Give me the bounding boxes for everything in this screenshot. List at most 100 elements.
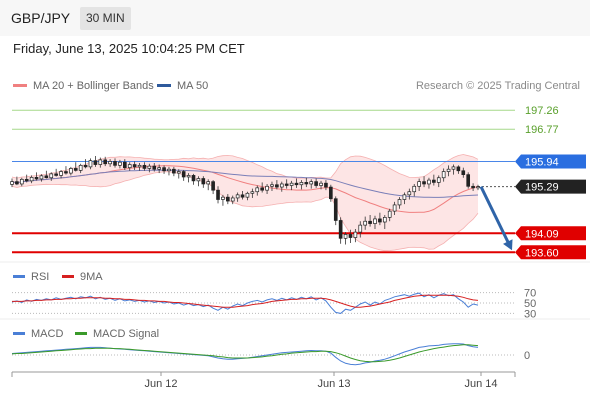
candle-body: [471, 185, 475, 189]
candle-body: [417, 181, 421, 187]
candle-body: [221, 196, 225, 200]
candle-body: [73, 168, 78, 171]
candle-body: [387, 210, 392, 218]
candle-body: [34, 177, 39, 180]
rsi-9ma-swatch: [62, 274, 74, 278]
legend-ma20-bollinger: MA 20 + Bollinger Bands: [13, 80, 154, 92]
candle-body: [132, 164, 137, 168]
candle-body: [373, 218, 377, 224]
candle-body: [113, 161, 117, 166]
forecast-arrow-line: [479, 186, 510, 243]
candle-body: [299, 182, 304, 186]
legend-rsi: RSI: [13, 271, 49, 283]
candle-body: [157, 167, 161, 170]
candle-body: [122, 161, 127, 169]
candle-body: [343, 234, 348, 239]
forecast-arrow-head: [503, 239, 513, 251]
legend-macd: MACD: [13, 328, 63, 340]
x-tick-label-jun-13: Jun 13: [317, 378, 350, 390]
candle-body: [147, 165, 152, 169]
rsi-level-label-50: 50: [524, 298, 536, 310]
candle-body: [407, 191, 412, 196]
candle-body: [167, 168, 171, 172]
candle-body: [260, 187, 264, 191]
candle-body: [142, 164, 147, 169]
candle-body: [368, 220, 372, 224]
candle-body: [378, 218, 382, 223]
candle-body: [240, 194, 245, 198]
macd-series-macd-signal: [11, 344, 479, 363]
legend-ma50: MA 50: [157, 80, 208, 92]
level-194-09-label: 194.09: [525, 228, 559, 240]
level-195-29-label: 195.29: [525, 182, 559, 194]
candle-body: [427, 179, 431, 185]
candle-body: [191, 175, 196, 182]
candle-body: [137, 164, 142, 168]
symbol-title: GBP/JPY: [11, 10, 71, 26]
candle-body: [19, 178, 24, 185]
candle-body: [441, 171, 446, 179]
rsi-swatch: [13, 274, 25, 278]
candle-body: [338, 220, 343, 239]
macd-signal-swatch: [75, 331, 87, 335]
candle-body: [118, 161, 122, 166]
macd-legend-label: MACD: [31, 328, 64, 340]
candle-body: [294, 182, 299, 186]
bollinger-lower: [11, 171, 479, 252]
candle-body: [319, 182, 323, 186]
candle-body: [329, 186, 333, 200]
candle-body: [275, 184, 279, 188]
candle-body: [422, 181, 426, 185]
candle-body: [245, 192, 250, 198]
level-195-94-label: 195.94: [525, 156, 559, 168]
rsi-level-label-70: 70: [524, 288, 536, 300]
candle-body: [466, 174, 471, 187]
level-193-60-label: 193.60: [525, 247, 559, 259]
candle-body: [88, 160, 93, 168]
candle-body: [98, 159, 103, 165]
level-193-60-tag: [515, 245, 586, 260]
candle-body: [432, 179, 436, 183]
legend-rsi-9ma: 9MA: [62, 271, 103, 283]
timeframe-button[interactable]: 30 MIN: [80, 7, 131, 30]
candle-body: [59, 171, 63, 176]
candle-body: [83, 164, 88, 168]
candle-body: [226, 196, 230, 202]
ma50-line: [11, 169, 479, 198]
candle-body: [358, 224, 363, 233]
candle-body: [54, 173, 58, 176]
rsi-level-label-30: 30: [524, 308, 536, 320]
candle-body: [397, 199, 402, 206]
candle-body: [29, 177, 34, 182]
candle-body: [10, 181, 14, 185]
candle-body: [108, 161, 112, 165]
candle-body: [201, 178, 206, 185]
candle-body: [103, 159, 108, 165]
candle-body: [196, 178, 201, 182]
ma20-swatch: [13, 83, 27, 87]
candle-body: [181, 171, 186, 178]
candle-body: [402, 194, 407, 200]
candle-body: [353, 231, 358, 238]
candle-body: [49, 173, 54, 179]
candle-body: [363, 220, 367, 226]
candle-body: [456, 166, 461, 172]
candle-body: [162, 167, 166, 172]
level-194-09-tag: [515, 226, 586, 241]
macd-signal-legend-label: MACD Signal: [93, 328, 160, 340]
candle-body: [44, 175, 49, 179]
macd-series-macd: [11, 343, 479, 366]
ma20-legend-label: MA 20 + Bollinger Bands: [33, 80, 154, 92]
candle-body: [461, 170, 466, 175]
macd-panel: 0: [11, 343, 530, 366]
candle-body: [314, 181, 318, 186]
level-195-29-tag: [515, 179, 586, 194]
macd-swatch: [13, 331, 25, 335]
time-axis: Jun 12 Jun 13 Jun 14: [11, 371, 516, 390]
candle-body: [15, 181, 19, 185]
candle-body: [69, 168, 73, 174]
candle-body: [476, 186, 480, 189]
candle-body: [127, 164, 132, 169]
